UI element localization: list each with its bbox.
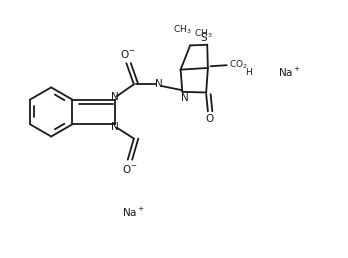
Text: CH$_3$: CH$_3$ [173, 23, 192, 36]
Text: Na$^+$: Na$^+$ [278, 66, 301, 79]
Text: CO$_2$: CO$_2$ [229, 59, 248, 71]
Text: O$^{-}$: O$^{-}$ [120, 48, 136, 60]
Text: H: H [245, 68, 252, 77]
Text: Na$^+$: Na$^+$ [121, 206, 144, 219]
Text: N: N [111, 92, 118, 102]
Text: N: N [155, 79, 162, 89]
Text: CH$_3$: CH$_3$ [194, 28, 212, 40]
Text: N: N [181, 93, 189, 103]
Text: S: S [200, 33, 207, 43]
Text: N: N [111, 122, 118, 132]
Text: O: O [206, 114, 214, 124]
Text: O$^{-}$: O$^{-}$ [122, 163, 137, 175]
